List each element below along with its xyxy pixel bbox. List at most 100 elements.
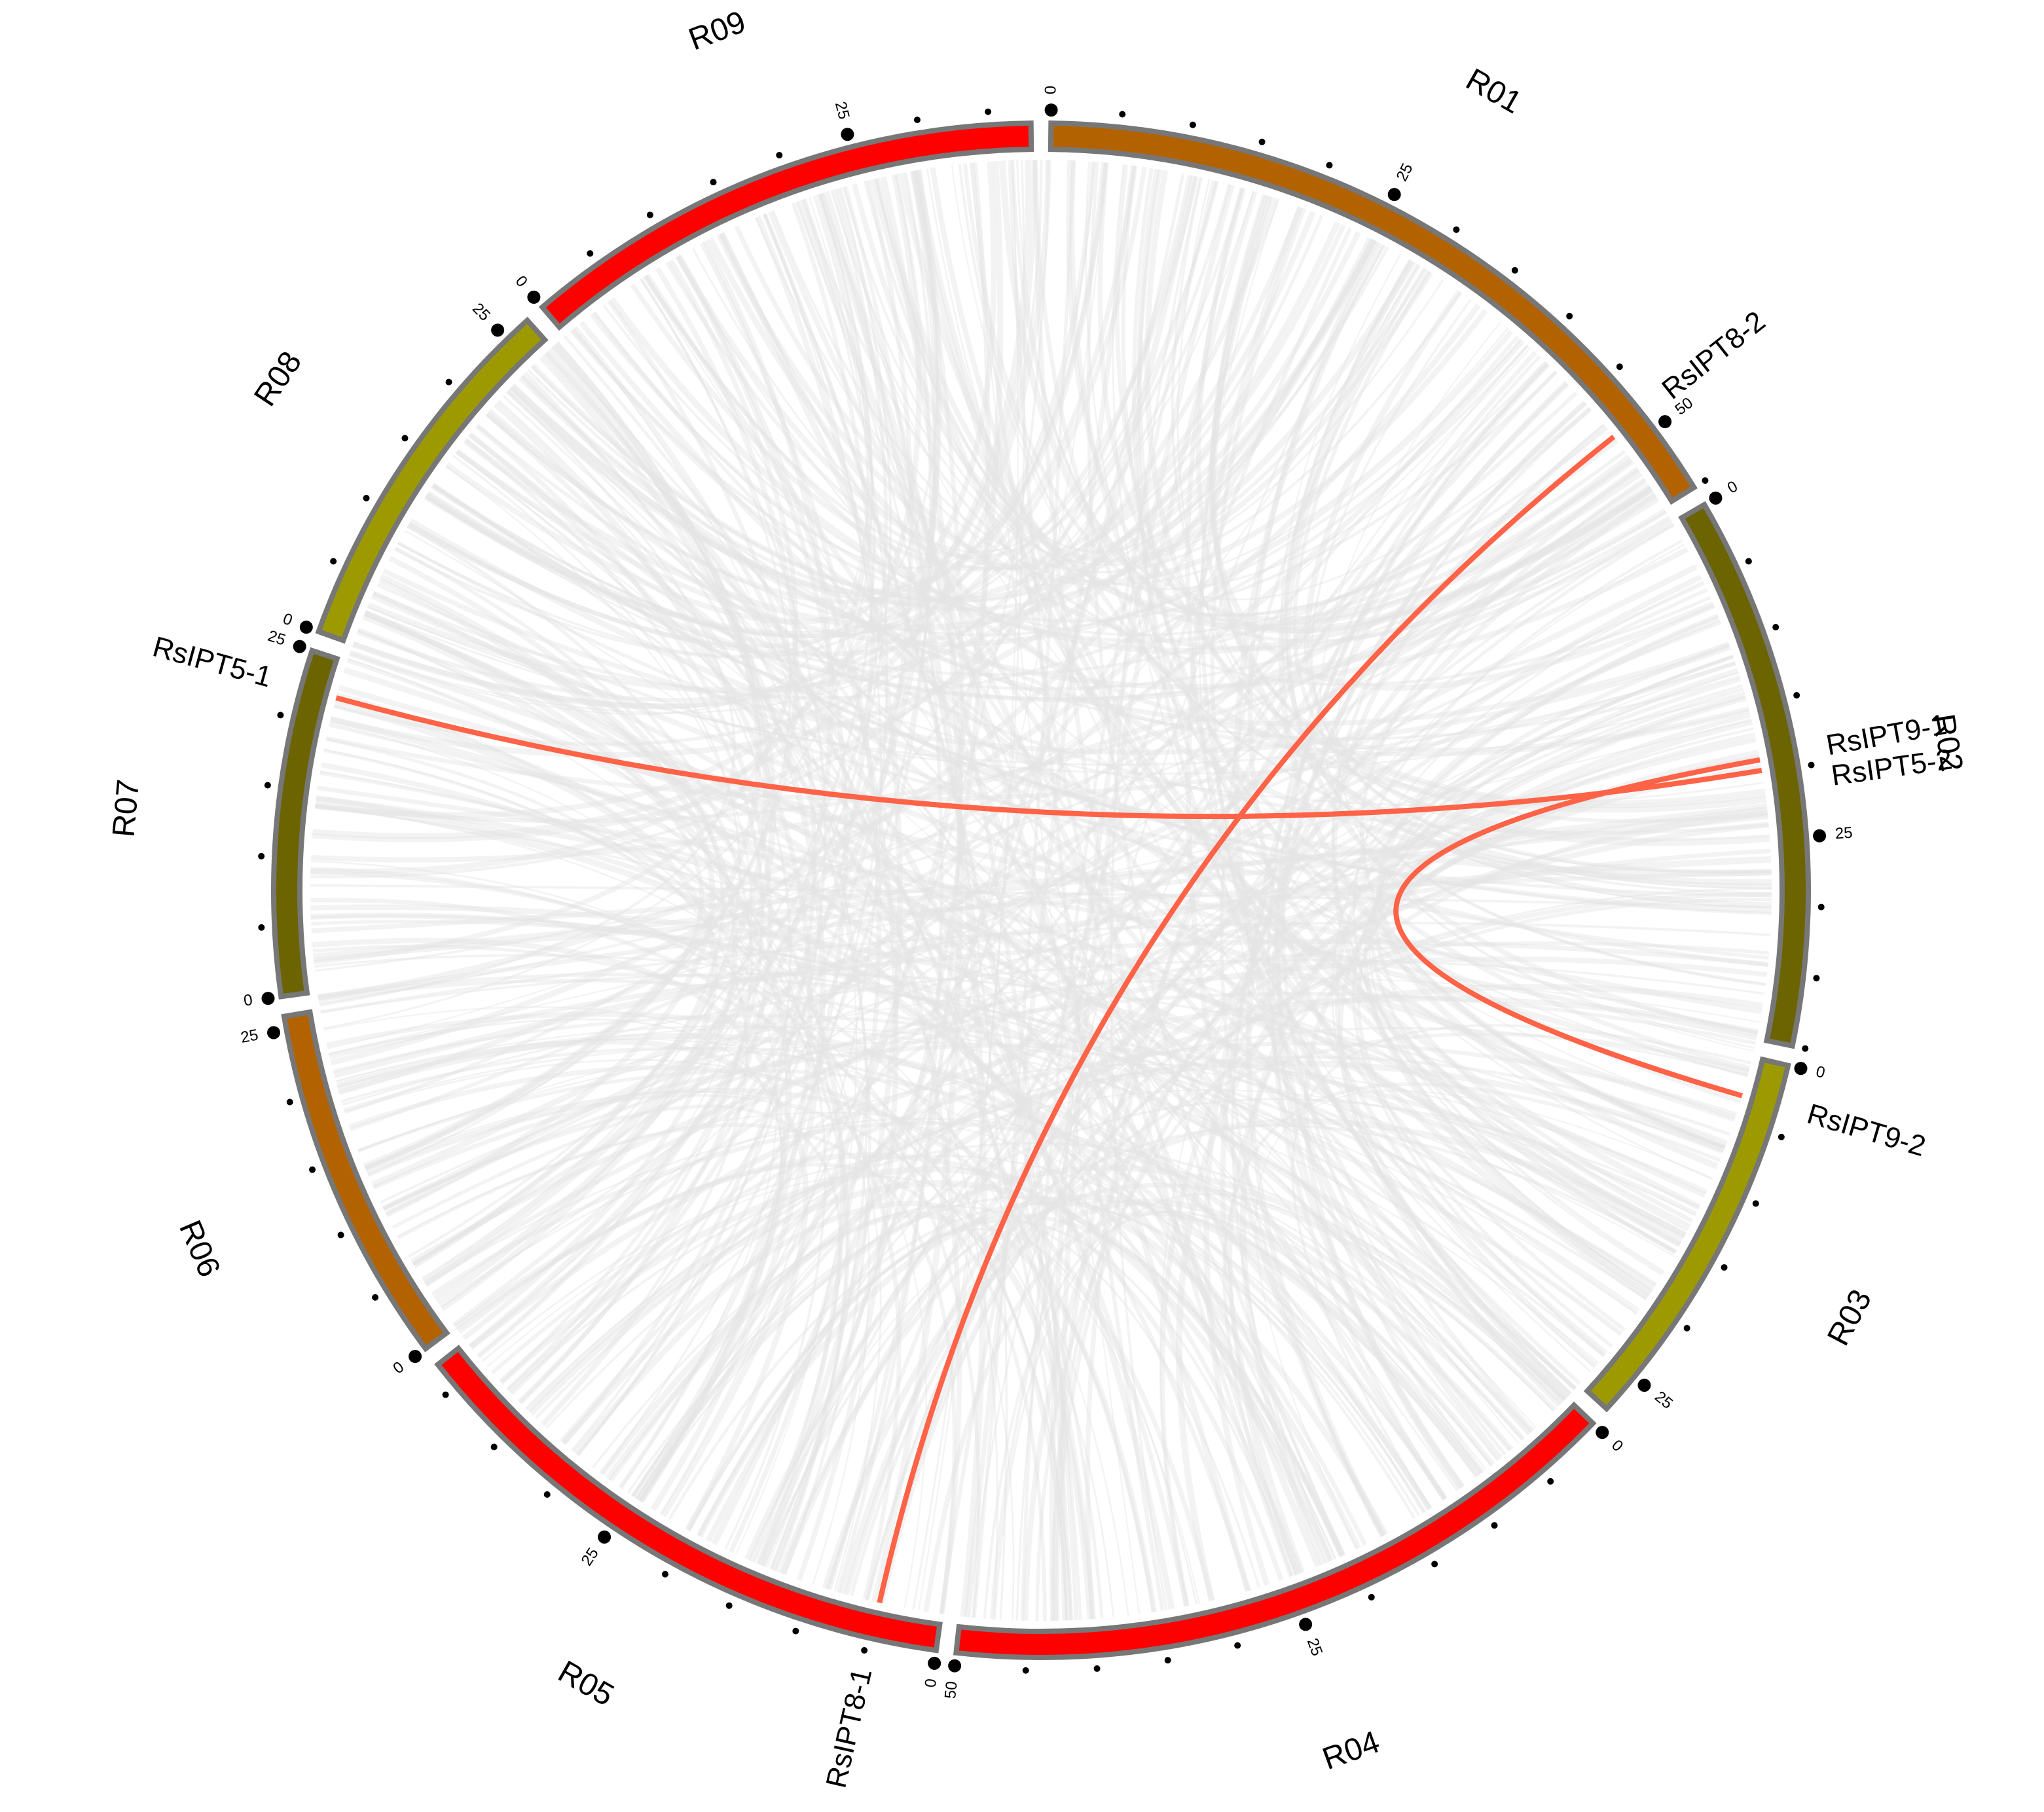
background-link <box>333 1014 1648 1301</box>
background-link <box>348 649 1736 1122</box>
background-link <box>720 232 1581 1386</box>
background-link <box>691 175 1193 553</box>
collinear-link <box>335 695 1762 820</box>
background-link <box>1334 613 1719 1399</box>
background-link <box>1370 655 1734 1254</box>
background-link <box>335 1038 1336 1559</box>
minor-tick <box>490 1443 498 1451</box>
background-link <box>431 1121 1525 1441</box>
background-link <box>545 1026 1748 1429</box>
background-link <box>310 867 981 1618</box>
background-link <box>1283 259 1766 987</box>
background-link <box>600 199 888 1475</box>
background-link <box>407 224 1346 657</box>
gene-label: RsIPT5-1 <box>149 630 275 693</box>
minor-tick <box>646 211 653 219</box>
background-link <box>310 870 1156 1613</box>
background-link <box>329 716 1656 1291</box>
chromosome-label: R01 <box>1460 62 1527 121</box>
background-link <box>1210 208 1535 1432</box>
background-link <box>1356 732 1755 1348</box>
background-link <box>543 351 1175 1610</box>
background-link <box>866 655 1734 1601</box>
background-link <box>1211 194 1772 909</box>
background-link <box>923 1210 1483 1612</box>
background-link <box>481 1155 1446 1500</box>
background-link <box>528 1180 1345 1557</box>
background-link <box>940 227 1353 1615</box>
background-link <box>539 355 826 1512</box>
background-link <box>687 1220 1297 1576</box>
background-link <box>718 232 1321 1568</box>
tick-label: 25 <box>239 1026 259 1046</box>
background-link <box>318 972 1658 1286</box>
background-link <box>426 492 1674 702</box>
background-link <box>363 611 1533 1435</box>
minor-tick <box>1778 1133 1785 1140</box>
background-link <box>766 162 1108 1568</box>
major-tick <box>1299 1618 1313 1631</box>
background-link <box>358 977 1760 1152</box>
background-link <box>865 812 1768 1601</box>
major-tick <box>1658 415 1672 429</box>
major-tick <box>1709 491 1723 505</box>
background-link <box>469 996 1759 1350</box>
background-link <box>320 972 1724 1154</box>
background-link <box>1331 581 1704 1404</box>
major-tick <box>491 323 505 337</box>
background-link <box>431 427 1609 676</box>
background-link <box>571 278 827 1452</box>
minor-tick <box>710 179 717 186</box>
background-link <box>357 629 827 1550</box>
background-link <box>312 160 1051 839</box>
background-link <box>699 242 882 1553</box>
background-link <box>602 304 1615 636</box>
major-tick <box>1813 829 1827 843</box>
background-link <box>1276 401 1587 1489</box>
tick-label: 25 <box>266 627 288 649</box>
background-link <box>864 181 1618 617</box>
background-link <box>561 1201 1158 1613</box>
minor-tick <box>1752 1200 1759 1207</box>
background-link <box>510 384 1688 690</box>
background-link <box>1199 199 1520 1444</box>
background-link <box>716 233 1488 586</box>
minor-tick <box>1721 1264 1728 1271</box>
major-tick <box>1044 103 1058 117</box>
background-link <box>335 1025 1599 1364</box>
background-link <box>329 724 1707 1194</box>
background-link <box>437 187 892 1305</box>
background-link <box>475 424 773 1405</box>
background-link <box>314 259 799 965</box>
minor-tick <box>1616 363 1623 371</box>
minor-tick <box>1164 1657 1171 1664</box>
background-link <box>999 160 1652 634</box>
background-link <box>571 329 1558 623</box>
background-link <box>1015 244 1385 1621</box>
background-link <box>839 1198 1514 1595</box>
background-link <box>455 329 1514 647</box>
gene-label: RsIPT8-1 <box>820 1665 879 1791</box>
background-link <box>346 658 1368 1546</box>
background-link <box>385 582 1705 1216</box>
background-link <box>505 211 1316 606</box>
minor-tick <box>337 1231 344 1239</box>
background-link <box>819 194 1736 1120</box>
background-link <box>352 160 1032 710</box>
background-link <box>968 344 1529 1618</box>
background-link <box>463 260 1416 632</box>
background-link <box>341 1047 1416 1519</box>
background-link <box>685 1214 1344 1557</box>
background-link <box>315 800 1362 1550</box>
background-link <box>970 163 1141 1615</box>
background-link <box>522 373 1104 1619</box>
background-link <box>456 451 1337 1560</box>
major-tick <box>1794 1062 1808 1076</box>
background-link <box>440 479 1647 1309</box>
background-link <box>318 303 1481 1001</box>
background-link <box>1220 267 1426 1537</box>
major-tick <box>948 1659 962 1673</box>
chromosome-label: R03 <box>1821 1284 1878 1351</box>
background-link <box>1085 350 1537 1620</box>
background-link <box>627 1195 1420 1517</box>
